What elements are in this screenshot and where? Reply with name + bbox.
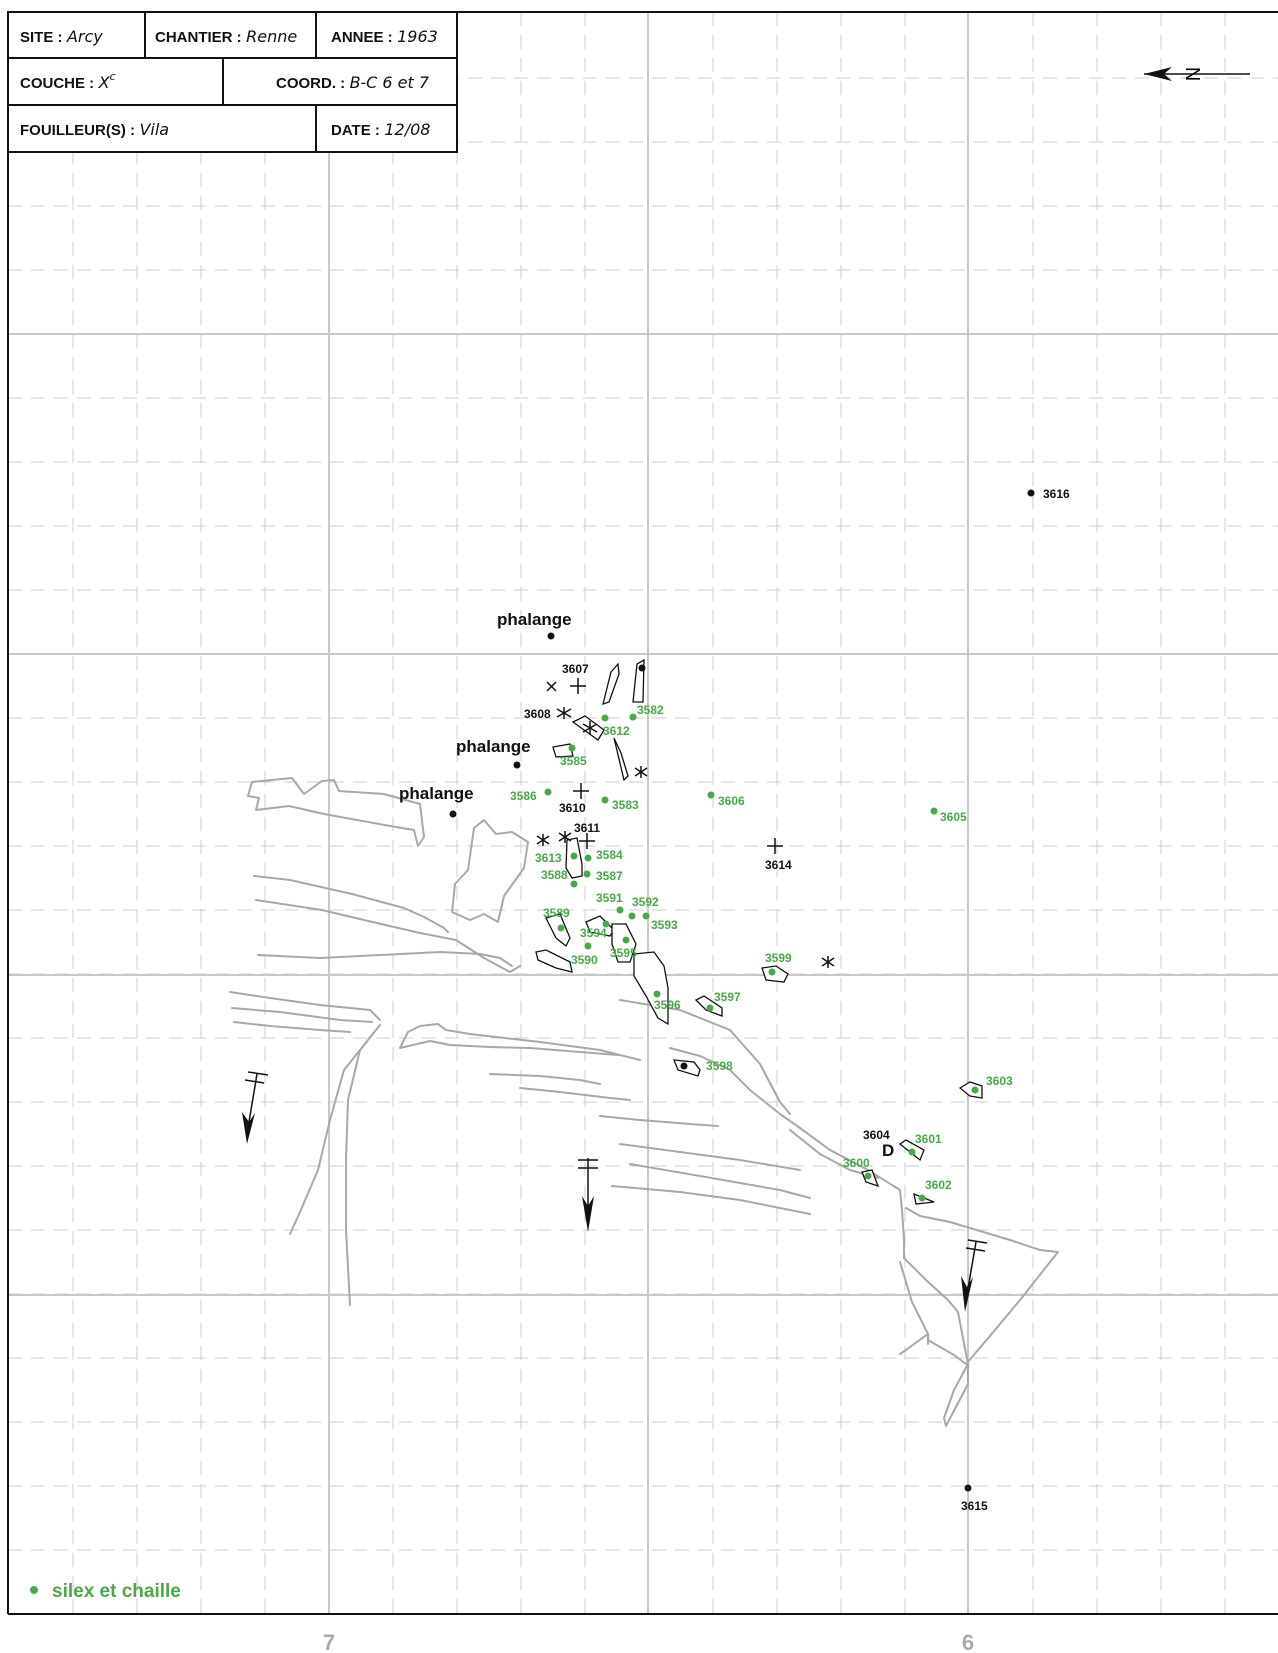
silex-dots (544, 713, 979, 1202)
svg-text:3590: 3590 (571, 953, 598, 967)
svg-text:3611: 3611 (574, 821, 600, 835)
rock-outlines (229, 777, 1059, 1427)
svg-text:3610: 3610 (559, 801, 586, 815)
annotation-phalange: phalange (399, 784, 474, 803)
site-cell: SITE : Arcy (20, 27, 103, 46)
cross-marker-icon (579, 833, 595, 849)
star-marker-icon (821, 956, 835, 968)
svg-text:3584: 3584 (596, 848, 623, 862)
axis-label-right: 6 (962, 1630, 974, 1653)
axis-label-left: 7 (323, 1630, 335, 1653)
svg-text:3582: 3582 (637, 703, 664, 717)
cross-marker-icon (570, 678, 586, 694)
major-grid (8, 12, 1278, 1614)
annotation-phalange: phalange (456, 737, 531, 756)
black-dots (449, 489, 1035, 1492)
svg-text:3606: 3606 (718, 794, 745, 808)
svg-text:3598: 3598 (706, 1059, 733, 1073)
markers (536, 678, 835, 968)
svg-text:3608: 3608 (524, 707, 551, 721)
svg-text:3604: 3604 (863, 1128, 890, 1142)
svg-text:3597: 3597 (714, 990, 741, 1004)
date-cell: DATE : 12/08 (331, 120, 430, 139)
slope-arrow-icon (961, 1239, 988, 1312)
svg-text:3607: 3607 (562, 662, 589, 676)
star-marker-icon (556, 707, 572, 719)
legend: silex et chaille (30, 1581, 181, 1602)
slab-outline (451, 819, 529, 923)
x-marker-icon (546, 681, 557, 692)
fouilleur-cell: FOUILLEUR(S) : Vila (20, 120, 169, 139)
star-marker-icon (558, 831, 572, 843)
svg-text:3614: 3614 (765, 858, 792, 872)
north-letter: N (1183, 67, 1205, 81)
star-marker-icon (536, 834, 550, 846)
svg-text:3605: 3605 (940, 810, 967, 824)
cross-marker-icon (767, 838, 783, 854)
svg-text:3583: 3583 (612, 798, 639, 812)
slope-arrow-icon (242, 1071, 269, 1144)
svg-text:3600: 3600 (843, 1156, 870, 1170)
svg-text:3587: 3587 (596, 869, 623, 883)
slope-arrow-icon (578, 1158, 598, 1232)
svg-text:3594: 3594 (580, 926, 607, 940)
couche-cell: COUCHE : Xc (20, 70, 116, 92)
svg-text:3588: 3588 (541, 868, 568, 882)
svg-text:3612: 3612 (603, 724, 630, 738)
star-marker-icon (582, 721, 598, 735)
svg-text:3616: 3616 (1043, 487, 1070, 501)
svg-text:3603: 3603 (986, 1074, 1013, 1088)
legend-label: silex et chaille (52, 1581, 181, 1602)
annee-cell: ANNEE : 1963 (331, 27, 438, 46)
annotation-phalange: phalange (497, 610, 572, 629)
cross-marker-icon (573, 783, 589, 799)
svg-text:3615: 3615 (961, 1499, 988, 1513)
north-arrow-icon: N (1144, 67, 1250, 81)
black-find-labels: 3607 3608 3610 3611 3614 3604 3616 3615 (524, 487, 1070, 1513)
chantier-cell: CHANTIER : Renne (155, 27, 297, 46)
minor-grid (8, 12, 1278, 1614)
silex-find-labels: 3582 3612 3585 3586 3583 3606 3605 3613 … (510, 703, 1013, 1192)
slope-arrows (242, 1071, 988, 1312)
coord-cell: COORD. : B-C 6 et 7 (276, 73, 430, 92)
svg-text:3589: 3589 (543, 906, 570, 920)
svg-text:3593: 3593 (651, 918, 678, 932)
svg-text:3591: 3591 (596, 891, 623, 905)
block-outline (247, 777, 425, 847)
svg-text:3592: 3592 (632, 895, 659, 909)
svg-text:3586: 3586 (510, 789, 537, 803)
svg-text:3585: 3585 (560, 754, 587, 768)
svg-text:3602: 3602 (925, 1178, 952, 1192)
svg-text:3599: 3599 (765, 951, 792, 965)
svg-text:3596: 3596 (654, 998, 681, 1012)
header-table: SITE : Arcy CHANTIER : Renne ANNEE : 196… (7, 11, 458, 153)
svg-text:3613: 3613 (535, 851, 562, 865)
map-frame (7, 11, 1278, 1615)
star-marker-icon (634, 766, 648, 778)
svg-text:3595: 3595 (610, 946, 637, 960)
svg-text:3601: 3601 (915, 1132, 942, 1146)
annotation-d: D (882, 1141, 894, 1160)
